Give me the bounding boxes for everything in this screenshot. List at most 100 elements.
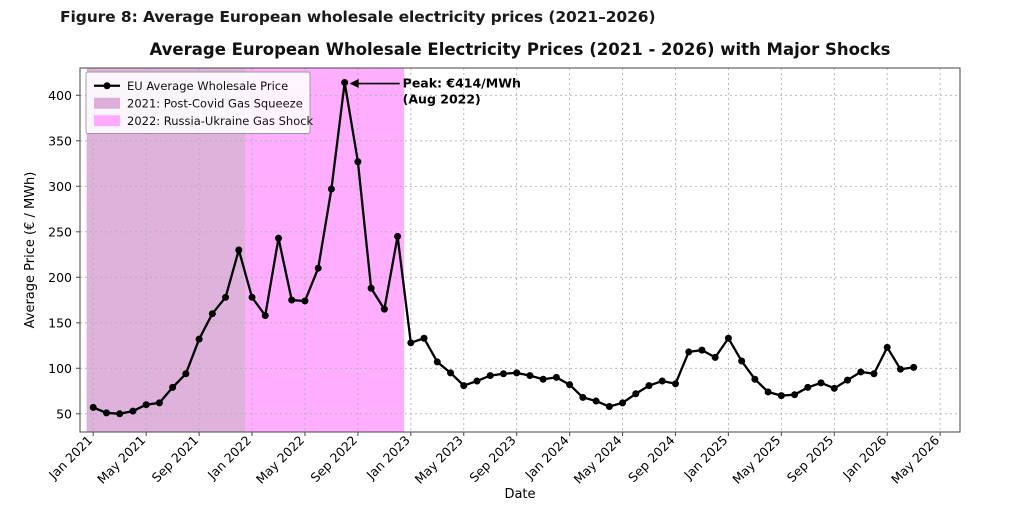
data-point bbox=[116, 410, 124, 418]
data-point bbox=[367, 284, 375, 292]
data-point bbox=[288, 296, 296, 304]
data-point bbox=[764, 388, 772, 396]
data-point bbox=[658, 377, 666, 385]
data-point bbox=[685, 348, 693, 356]
data-point bbox=[89, 403, 97, 411]
data-point bbox=[817, 379, 825, 387]
data-point bbox=[394, 232, 402, 240]
legend-patch-swatch bbox=[94, 97, 120, 109]
data-point bbox=[208, 310, 216, 318]
legend-label: EU Average Wholesale Price bbox=[127, 79, 288, 93]
data-point bbox=[447, 369, 455, 377]
x-tick-label: Sep 2025 bbox=[784, 433, 837, 486]
data-point bbox=[261, 312, 269, 320]
x-tick-label: Jan 2022 bbox=[204, 433, 254, 483]
chart-title: Average European Wholesale Electricity P… bbox=[149, 40, 891, 59]
y-tick-label: 250 bbox=[48, 224, 72, 239]
data-point bbox=[314, 264, 322, 272]
data-point bbox=[407, 339, 415, 347]
data-point bbox=[380, 305, 388, 313]
data-point bbox=[341, 79, 349, 87]
y-tick-label: 100 bbox=[48, 361, 72, 376]
data-point bbox=[486, 372, 494, 380]
x-tick-label: May 2021 bbox=[94, 433, 148, 487]
data-point bbox=[724, 334, 732, 342]
x-tick-label: May 2023 bbox=[412, 433, 466, 487]
data-point bbox=[142, 401, 150, 409]
data-point bbox=[195, 335, 203, 343]
data-point bbox=[513, 369, 521, 377]
legend-label: 2022: Russia-Ukraine Gas Shock bbox=[127, 114, 314, 128]
peak-annotation-line2: (Aug 2022) bbox=[403, 92, 481, 107]
axes-layer bbox=[79, 67, 961, 433]
data-point bbox=[645, 382, 653, 390]
x-tick-label: May 2022 bbox=[253, 433, 307, 487]
y-tick-label: 150 bbox=[48, 315, 72, 330]
data-point bbox=[592, 397, 600, 405]
legend-label: 2021: Post-Covid Gas Squeeze bbox=[127, 96, 303, 110]
data-point bbox=[619, 399, 627, 407]
data-point bbox=[910, 363, 918, 371]
legend-box[interactable] bbox=[85, 71, 311, 134]
data-point bbox=[870, 370, 878, 378]
data-point bbox=[248, 293, 256, 301]
data-point bbox=[433, 358, 441, 366]
y-tick-label: 50 bbox=[56, 406, 72, 421]
data-point bbox=[857, 368, 865, 376]
x-tick-label: Jan 2023 bbox=[363, 433, 413, 483]
x-tick-label: May 2024 bbox=[570, 432, 624, 486]
x-tick-label: Sep 2024 bbox=[625, 432, 678, 485]
data-point bbox=[791, 391, 799, 399]
data-point bbox=[579, 393, 587, 401]
data-point bbox=[420, 334, 428, 342]
figure-caption: Figure 8: Average European wholesale ele… bbox=[60, 8, 656, 26]
peak-annotation-line1: Peak: €414/MWh bbox=[403, 76, 521, 91]
data-point bbox=[460, 382, 468, 390]
data-point bbox=[222, 293, 230, 301]
data-point bbox=[698, 346, 706, 354]
data-point bbox=[804, 383, 812, 391]
data-point bbox=[605, 403, 613, 411]
y-tick-label: 400 bbox=[48, 88, 72, 103]
data-point bbox=[301, 297, 309, 305]
x-tick-label: Jan 2026 bbox=[839, 432, 889, 482]
data-point bbox=[539, 375, 547, 383]
data-point bbox=[327, 185, 335, 193]
x-tick-label: Jan 2021 bbox=[45, 433, 95, 483]
x-tick-label: Sep 2023 bbox=[466, 433, 519, 486]
y-tick-label: 200 bbox=[48, 270, 72, 285]
annotations-layer: Peak: €414/MWh(Aug 2022) bbox=[349, 76, 521, 107]
data-point bbox=[235, 246, 243, 254]
legend-layer[interactable]: EU Average Wholesale Price 2021: Post-Cov… bbox=[85, 71, 314, 134]
data-point bbox=[102, 409, 110, 417]
x-axis-label: Date bbox=[504, 487, 535, 502]
data-point bbox=[896, 365, 904, 373]
data-point bbox=[275, 234, 282, 242]
x-tick-label: May 2025 bbox=[729, 433, 783, 487]
plot-frame bbox=[79, 67, 961, 433]
y-axis-label: Average Price (€ / MWh) bbox=[23, 172, 38, 329]
data-point bbox=[473, 377, 481, 385]
data-point bbox=[751, 375, 759, 383]
data-point bbox=[671, 380, 679, 388]
x-tick-label: Jan 2024 bbox=[521, 432, 571, 482]
x-tick-label: Sep 2022 bbox=[307, 433, 360, 486]
data-point bbox=[552, 373, 560, 381]
series-layer bbox=[89, 79, 918, 418]
data-point bbox=[830, 384, 838, 392]
y-tick-label: 300 bbox=[48, 179, 72, 194]
data-point bbox=[566, 381, 574, 389]
x-tick-label: May 2026 bbox=[888, 432, 942, 486]
data-point bbox=[844, 376, 852, 384]
data-point bbox=[129, 407, 137, 415]
data-point bbox=[883, 343, 891, 351]
data-point bbox=[526, 372, 534, 380]
data-point bbox=[632, 390, 640, 398]
data-point bbox=[499, 370, 507, 378]
data-point bbox=[169, 383, 177, 391]
data-point bbox=[738, 357, 746, 365]
y-tick-label: 350 bbox=[48, 133, 72, 148]
data-point bbox=[777, 392, 785, 400]
